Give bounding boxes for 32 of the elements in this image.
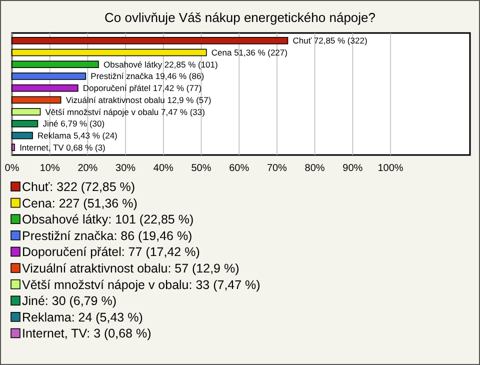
data-label: Prestižní značka 19,46 % (86)	[90, 71, 204, 82]
text: Větší množství nápoje v obalu: 33 (7,47 %)	[22, 278, 260, 292]
text: Vizuální atraktivnost obalu: 57 (12,9 %)	[22, 262, 240, 276]
x-tick-label: 70%	[266, 163, 288, 174]
text: Obsahové látky: 101 (22,85 %)	[22, 212, 194, 227]
text: Prestižní značka: 86 (19,46 %)	[22, 228, 192, 243]
text: Cena: 227 (51,36 %)	[22, 196, 138, 210]
data-label: Cena 51,36 % (227)	[211, 47, 288, 58]
x-tick-label: 90%	[342, 163, 363, 174]
x-tick-label: 80%	[304, 163, 325, 174]
x-tick-label: 60%	[229, 163, 250, 174]
data-label: Internet, TV 0,68 % (3)	[20, 142, 106, 152]
x-tick-label: 100%	[378, 163, 404, 174]
x-tick-label: 0%	[4, 163, 20, 174]
data-label: Jiné 6,79 % (30)	[42, 118, 105, 129]
data-label: Větší množství nápoje v obalu 7,47 % (33)	[45, 106, 206, 117]
chart-title: Co ovlivňuje Váš nákup energetického nápoje?	[104, 10, 376, 25]
data-label: Obsahové látky 22,85 % (101)	[103, 59, 218, 70]
data-label: Doporučení přátel 17,42 % (77)	[82, 83, 202, 94]
data-label: Chuť 72,85 % (322)	[292, 36, 368, 46]
data-label: Reklama 5,43 % (24)	[38, 130, 118, 140]
text: Reklama: 24 (5,43 %)	[22, 310, 143, 324]
text: Internet, TV: 3 (0,68 %)	[22, 326, 152, 341]
x-tick-label: 50%	[191, 163, 212, 174]
text: Jiné: 30 (6,79 %)	[22, 294, 116, 308]
text: Doporučení přátel: 77 (17,42 %)	[22, 245, 200, 260]
x-tick-label: 20%	[78, 163, 98, 174]
x-tick-label: 30%	[116, 163, 136, 174]
text: Chuť: 322 (72,85 %)	[22, 180, 136, 194]
x-tick-label: 10%	[40, 163, 60, 174]
x-tick-label: 40%	[153, 163, 174, 174]
data-label: Vizuální atraktivnost obalu 12,9 % (57)	[66, 94, 212, 105]
